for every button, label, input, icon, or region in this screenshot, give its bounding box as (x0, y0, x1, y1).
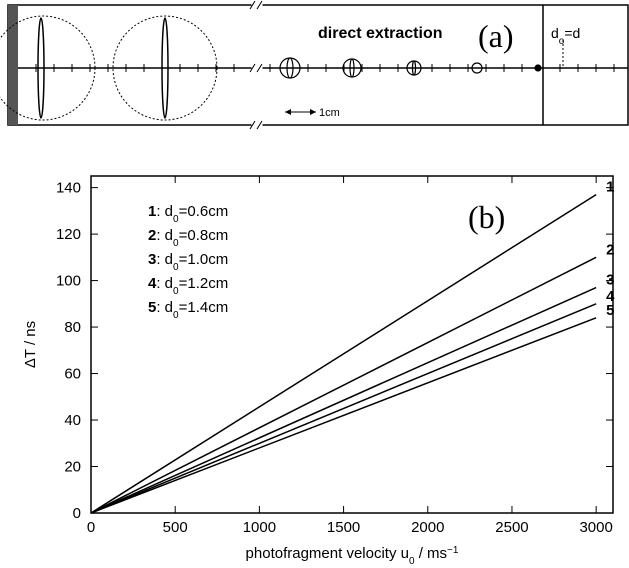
legend-text: =1.0cm (179, 251, 229, 268)
plot-frame (90, 175, 614, 514)
line-end-label: 4 (606, 288, 615, 305)
y-tick-label: 80 (64, 319, 81, 336)
legend-text: : d (156, 227, 173, 244)
small-clouds (279, 57, 542, 79)
panel-b: 0 500 1000 1500 2000 2500 30000204060801001201… (22, 175, 615, 567)
break-marks (249, 0, 263, 130)
x-tick-label: 2500 (495, 519, 528, 536)
line-end-label: 2 (606, 241, 614, 258)
x-axis-label-part: / ms (415, 545, 448, 562)
legend-text: : d (156, 251, 173, 268)
x-tick-label: 3000 (579, 519, 612, 536)
x-axis-label-part: 0 (409, 556, 415, 567)
legend-key: 2 (148, 227, 156, 244)
distance-label: do=d (551, 25, 580, 47)
x-axis-label-part: −1 (447, 545, 459, 556)
x-tick-label: 0 (87, 519, 95, 536)
series-line (90, 286, 597, 514)
ion-cloud (0, 15, 96, 121)
legend-key: 3 (148, 251, 156, 268)
series-line (90, 193, 597, 514)
legend-text: =0.8cm (179, 227, 229, 244)
panel-a-frame (7, 4, 629, 126)
line-end-label: 3 (606, 272, 614, 289)
legend-entry: 5: d0=1.4cm (148, 299, 228, 321)
legend-key: 4 (148, 275, 157, 292)
legend-entry: 3: d0=1.0cm (148, 251, 228, 273)
series-line (90, 317, 597, 514)
distance-label-d: d (551, 25, 559, 41)
legend-key: 5 (148, 299, 156, 316)
panel-a-title: direct extraction (318, 25, 442, 42)
y-tick-label: 60 (64, 366, 81, 383)
legend-entry: 2: d0=0.8cm (148, 227, 228, 249)
legend-entry: 4: d0=1.2cm (148, 275, 228, 297)
legend-key: 1 (148, 203, 156, 220)
y-tick-label: 20 (64, 459, 81, 476)
x-tick-label: 500 (163, 519, 188, 536)
panel-b-label: (b) (468, 199, 505, 235)
line-end-label: 1 (606, 179, 614, 196)
axis-break (251, 0, 263, 131)
panel-a-label: (a) (478, 18, 514, 54)
y-axis-label: ΔT / ns (22, 321, 39, 368)
legend-text: 0 (173, 214, 179, 225)
legend-entry: 1: d0=0.6cm (148, 203, 228, 225)
ion-cloud (112, 15, 218, 121)
x-tick-label: 2000 (411, 519, 444, 536)
legend-text: 0 (173, 238, 179, 249)
ion-disk (161, 17, 169, 119)
y-tick-label: 100 (56, 273, 81, 290)
legend-text: 0 (173, 286, 179, 297)
ion-disk (37, 17, 45, 119)
axis-ticks (35, 64, 615, 72)
x-axis-label: photofragment velocity u0 / ms−1 (246, 545, 459, 567)
x-tick-label: 1500 (327, 519, 360, 536)
series-line (90, 256, 597, 514)
x-axis-label-part: photofragment velocity u (246, 545, 409, 562)
legend-text: 0 (173, 310, 179, 321)
series-line (90, 303, 597, 514)
panel-a: 1cm direct extraction (a) do=d (0, 0, 629, 131)
distance-label-sub: o (559, 36, 565, 47)
extraction-plate (8, 5, 18, 125)
line-end-label: 5 (606, 302, 614, 319)
y-tick-label: 140 (56, 180, 81, 197)
legend-text: : d (156, 275, 173, 292)
distance-label-rest: =d (564, 25, 580, 41)
legend-text: =1.2cm (179, 275, 229, 292)
y-tick-label: 40 (64, 412, 81, 429)
scale-label: 1cm (319, 107, 340, 119)
legend-text: 0 (173, 262, 179, 273)
legend-text: =1.4cm (179, 299, 229, 316)
legend-text: =0.6cm (179, 203, 229, 220)
legend-text: : d (156, 299, 173, 316)
x-tick-label: 1000 (243, 519, 276, 536)
legend-text: : d (156, 203, 173, 220)
y-tick-label: 0 (73, 505, 81, 522)
y-tick-label: 120 (56, 226, 81, 243)
